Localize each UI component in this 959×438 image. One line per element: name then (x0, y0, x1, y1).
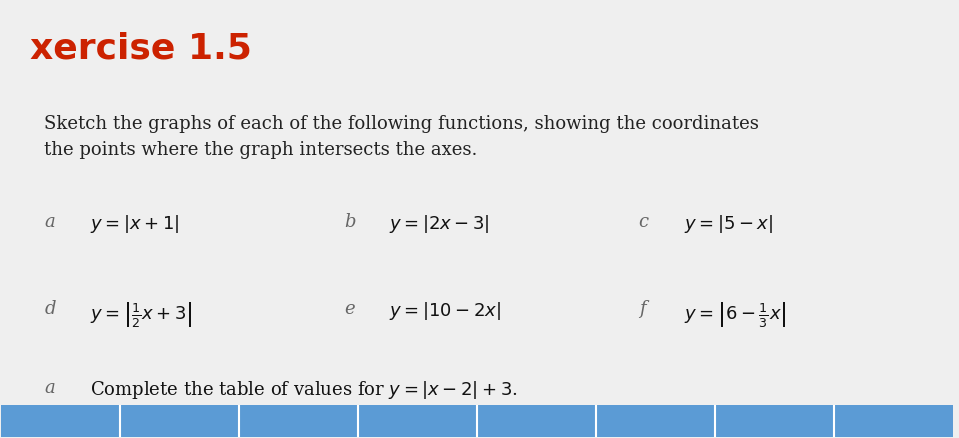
Text: $y = \left|6 - \frac{1}{3}x\right|$: $y = \left|6 - \frac{1}{3}x\right|$ (685, 300, 787, 328)
Text: $y = |2x - 3|$: $y = |2x - 3|$ (389, 212, 490, 234)
Text: $y = |5 - x|$: $y = |5 - x|$ (685, 212, 774, 234)
Text: $y = |x + 1|$: $y = |x + 1|$ (90, 212, 179, 234)
Text: c: c (639, 212, 649, 230)
Text: b: b (343, 212, 355, 230)
Text: $y = \left|\frac{1}{2}x + 3\right|$: $y = \left|\frac{1}{2}x + 3\right|$ (90, 300, 193, 328)
Text: Complete the table of values for $y = |x - 2| + 3$.: Complete the table of values for $y = |x… (90, 378, 518, 400)
Text: d: d (44, 300, 56, 318)
Text: e: e (343, 300, 355, 318)
Text: $y = |10 - 2x|$: $y = |10 - 2x|$ (389, 300, 502, 321)
Text: a: a (44, 378, 55, 396)
Text: xercise 1.5: xercise 1.5 (30, 32, 252, 66)
Text: a: a (44, 212, 55, 230)
Bar (1, 405, 952, 437)
Text: f: f (639, 300, 645, 318)
Text: Sketch the graphs of each of the following functions, showing the coordinates
th: Sketch the graphs of each of the followi… (44, 115, 760, 159)
